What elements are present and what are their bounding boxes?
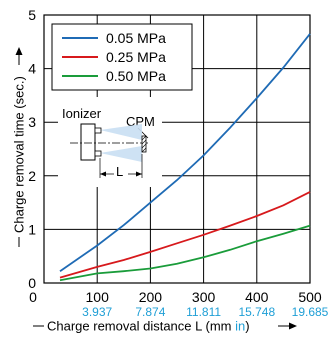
x-tick-label-1: 200 [139, 289, 163, 305]
series-line-0 [59, 33, 311, 272]
plot-frame [43, 14, 311, 284]
legend-label-1: 0.25 MPa [106, 49, 166, 65]
legend: 0.05 MPa 0.25 MPa 0.50 MPa [51, 23, 193, 91]
x-tick-label-in-0: 3.937 [82, 305, 112, 319]
x-axis-label: Charge removal distance L (mm in) [47, 319, 250, 334]
y-tick-label-4: 4 [28, 61, 36, 77]
legend-label-2: 0.50 MPa [106, 68, 166, 84]
dimension-label-bg [114, 163, 128, 178]
legend-label-0: 0.05 MPa [106, 30, 166, 46]
x-tick-label-in-4: 19.685 [292, 305, 329, 319]
x-axis-title: Charge removal distance L (mm in) [33, 319, 297, 334]
cpm-label: CPM [126, 114, 155, 129]
y-tick-label-0: 0 [28, 275, 36, 291]
dimension-arrow-right [136, 171, 142, 177]
y-axis-label: Charge removal time (sec.) [12, 76, 27, 233]
x-tick-label-3: 400 [245, 289, 269, 305]
x-tick-label-origin: 0 [29, 289, 37, 305]
cpm-hatch [141, 135, 147, 153]
ionizer-body [80, 123, 96, 161]
ionizer-nozzle-upper [94, 127, 102, 134]
y-tick-label-5: 5 [28, 7, 36, 23]
x-tick-label-in-1: 7.874 [135, 305, 165, 319]
series-layer [59, 33, 311, 282]
x-tick-label-0: 100 [86, 289, 110, 305]
y-tick-label-2: 2 [28, 168, 36, 184]
y-tick-label-1: 1 [28, 221, 36, 237]
x-axis-label-close: ) [245, 319, 249, 334]
air-flow-lower [100, 146, 142, 162]
setup-diagram: Ionizer CPM L [58, 97, 162, 187]
x-tick-label-in-2: 11.811 [186, 305, 221, 319]
y-title-arrow-head [15, 47, 23, 55]
x-tick-label-in-3: 15.748 [238, 305, 275, 319]
series-line-2 [59, 224, 311, 282]
x-axis-label-main: Charge removal distance L (mm [47, 319, 235, 334]
x-tick-label-4: 500 [298, 289, 322, 305]
y-axis-title: Charge removal time (sec.) [12, 47, 27, 247]
air-flow-upper [100, 124, 142, 140]
series-line-1 [59, 191, 311, 279]
dimension-arrow-left [100, 171, 106, 177]
y-tick-label-3: 3 [28, 114, 36, 130]
ionizer-nozzle-lower [94, 150, 102, 157]
dimension-label: L [116, 164, 123, 179]
x-title-arrow-head [289, 322, 297, 330]
x-tick-label-2: 300 [192, 289, 216, 305]
x-axis-label-in: in [235, 319, 245, 334]
ionizer-label: Ionizer [62, 106, 102, 121]
